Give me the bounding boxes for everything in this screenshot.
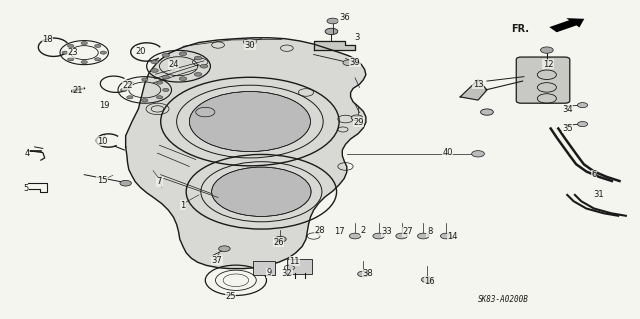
FancyBboxPatch shape	[516, 57, 570, 103]
Circle shape	[95, 58, 101, 61]
Circle shape	[120, 180, 131, 186]
Circle shape	[194, 72, 202, 76]
Circle shape	[179, 77, 187, 81]
Circle shape	[141, 78, 148, 81]
Text: 17: 17	[334, 227, 344, 236]
Text: 32: 32	[282, 270, 292, 278]
Text: 8: 8	[427, 227, 432, 236]
Polygon shape	[460, 80, 487, 100]
Text: 26: 26	[273, 238, 284, 247]
Polygon shape	[125, 38, 366, 269]
Circle shape	[68, 44, 74, 48]
Circle shape	[95, 44, 101, 48]
Text: 31: 31	[594, 190, 604, 199]
Circle shape	[577, 122, 588, 127]
Text: 21: 21	[72, 86, 83, 95]
Circle shape	[421, 277, 433, 283]
Text: 5: 5	[23, 184, 28, 193]
Circle shape	[120, 88, 127, 92]
Circle shape	[540, 47, 553, 53]
Circle shape	[151, 60, 159, 64]
Circle shape	[358, 271, 369, 277]
Polygon shape	[314, 41, 355, 50]
Circle shape	[219, 246, 230, 251]
Circle shape	[100, 51, 106, 54]
Text: 30: 30	[244, 41, 255, 49]
Circle shape	[349, 233, 361, 239]
Text: 27: 27	[403, 227, 413, 236]
Text: 6: 6	[591, 170, 596, 179]
Text: 2: 2	[360, 226, 365, 235]
Text: 38: 38	[362, 270, 373, 278]
Text: 14: 14	[447, 232, 458, 241]
Text: 23: 23	[67, 48, 78, 57]
Text: 3: 3	[355, 33, 360, 42]
Text: 33: 33	[381, 227, 392, 236]
Circle shape	[156, 81, 163, 84]
Circle shape	[141, 99, 148, 102]
Circle shape	[151, 69, 159, 72]
Text: 22: 22	[122, 81, 133, 90]
Text: 25: 25	[225, 292, 236, 300]
Circle shape	[440, 233, 452, 239]
Circle shape	[179, 52, 187, 56]
Text: 16: 16	[424, 277, 435, 286]
Circle shape	[81, 41, 88, 45]
Circle shape	[577, 103, 588, 108]
Text: 13: 13	[473, 80, 483, 89]
Circle shape	[325, 28, 338, 34]
FancyBboxPatch shape	[253, 261, 275, 275]
Text: 36: 36	[339, 13, 349, 22]
Text: 28: 28	[315, 226, 325, 235]
Circle shape	[163, 88, 169, 92]
FancyBboxPatch shape	[287, 259, 312, 274]
Polygon shape	[549, 18, 584, 32]
Text: 7: 7	[157, 177, 162, 186]
Circle shape	[62, 51, 68, 54]
Text: 34: 34	[562, 105, 573, 114]
Text: 18: 18	[42, 35, 52, 44]
Text: 20: 20	[135, 47, 145, 56]
Text: 1: 1	[180, 201, 186, 210]
Circle shape	[396, 233, 407, 239]
Circle shape	[162, 53, 170, 57]
Circle shape	[275, 236, 286, 242]
Text: 19: 19	[99, 100, 110, 110]
Circle shape	[200, 64, 208, 68]
Text: 9: 9	[266, 268, 271, 277]
Text: 10: 10	[97, 137, 108, 146]
Text: 11: 11	[289, 257, 300, 266]
Circle shape	[481, 109, 493, 115]
Circle shape	[127, 96, 133, 99]
Text: 40: 40	[442, 148, 452, 157]
Text: 12: 12	[543, 60, 554, 69]
Text: SK83-A0200B: SK83-A0200B	[478, 295, 529, 304]
Circle shape	[156, 96, 163, 99]
Text: 15: 15	[97, 175, 108, 185]
Text: 24: 24	[168, 60, 179, 69]
Circle shape	[212, 167, 311, 216]
Circle shape	[81, 61, 88, 64]
Circle shape	[194, 56, 202, 60]
Text: FR.: FR.	[511, 24, 529, 33]
Circle shape	[68, 58, 74, 61]
Circle shape	[162, 75, 170, 79]
Text: 35: 35	[562, 124, 573, 133]
Text: 39: 39	[349, 58, 360, 67]
Text: 37: 37	[211, 256, 222, 264]
Circle shape	[417, 233, 429, 239]
Circle shape	[351, 115, 363, 121]
Text: 29: 29	[353, 118, 364, 127]
Circle shape	[373, 233, 385, 239]
Circle shape	[127, 81, 133, 84]
Circle shape	[327, 18, 339, 24]
Circle shape	[343, 60, 355, 66]
Circle shape	[472, 151, 484, 157]
Circle shape	[244, 39, 256, 45]
Text: 4: 4	[24, 149, 29, 158]
Circle shape	[189, 92, 310, 152]
